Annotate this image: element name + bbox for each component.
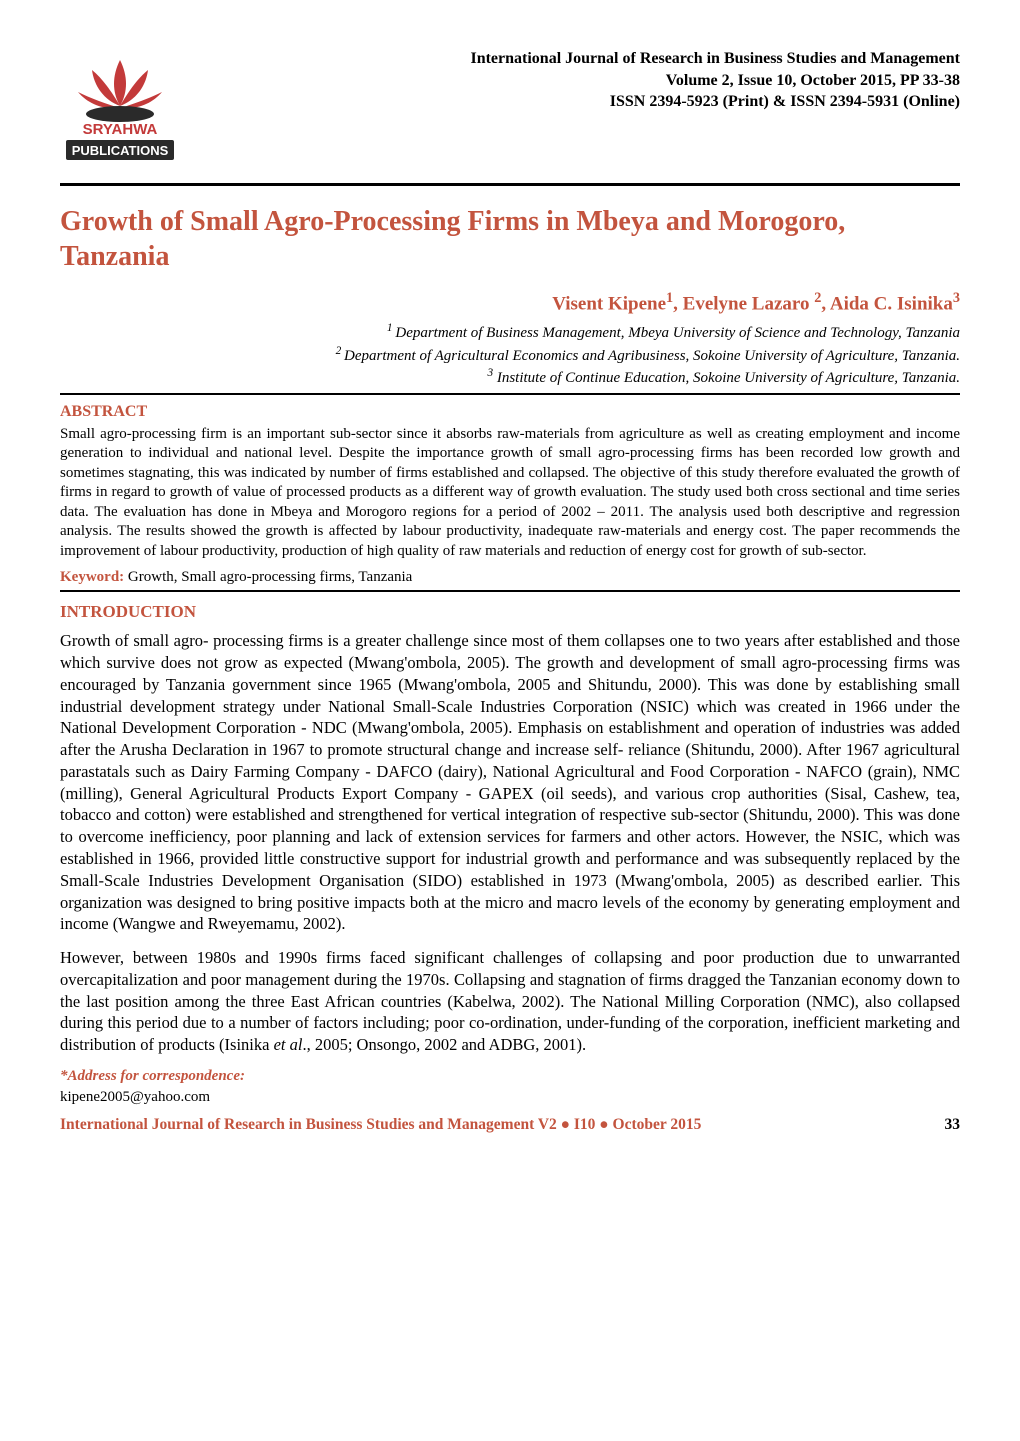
correspondence-label: *Address for correspondence: — [60, 1068, 960, 1085]
page-header: SRYAHWA PUBLICATIONS International Journ… — [60, 48, 960, 173]
keyword-label: Keyword: — [60, 569, 124, 585]
footer-text: International Journal of Research in Bus… — [60, 1116, 701, 1133]
journal-name: International Journal of Research in Bus… — [194, 48, 960, 70]
issn-line: ISSN 2394-5923 (Print) & ISSN 2394-5931 … — [194, 91, 960, 113]
affiliation-3: 3 Institute of Continue Education, Sokoi… — [60, 366, 960, 389]
introduction-heading: INTRODUCTION — [60, 602, 960, 622]
abstract-label: ABSTRACT — [60, 403, 960, 421]
logo-bottom-text: PUBLICATIONS — [72, 143, 169, 158]
affiliation-2: 2 Department of Agricultural Economics a… — [60, 344, 960, 367]
correspondence-email: kipene2005@yahoo.com — [60, 1089, 960, 1106]
logo-top-text: SRYAHWA — [83, 121, 158, 138]
affiliation-1: 1 Department of Business Management, Mbe… — [60, 321, 960, 344]
page-footer: International Journal of Research in Bus… — [60, 1116, 960, 1134]
authors: Visent Kipene1, Evelyne Lazaro 2, Aida C… — [60, 290, 960, 315]
intro-paragraph-2: However, between 1980s and 1990s firms f… — [60, 947, 960, 1056]
rule-above-abstract — [60, 393, 960, 395]
lotus-icon — [78, 60, 162, 122]
keyword-text: Growth, Small agro-processing firms, Tan… — [124, 569, 412, 585]
volume-line: Volume 2, Issue 10, October 2015, PP 33-… — [194, 70, 960, 92]
header-rule — [60, 183, 960, 186]
rule-below-keywords — [60, 590, 960, 592]
intro-paragraph-1: Growth of small agro- processing firms i… — [60, 630, 960, 935]
page-number: 33 — [945, 1116, 961, 1134]
abstract-text: Small agro-processing firm is an importa… — [60, 425, 960, 562]
affiliations: 1 Department of Business Management, Mbe… — [60, 321, 960, 389]
article-title: Growth of Small Agro-Processing Firms in… — [60, 204, 960, 274]
keywords: Keyword: Growth, Small agro-processing f… — [60, 569, 960, 586]
journal-info: International Journal of Research in Bus… — [194, 48, 960, 113]
publisher-logo: SRYAHWA PUBLICATIONS — [60, 48, 180, 173]
